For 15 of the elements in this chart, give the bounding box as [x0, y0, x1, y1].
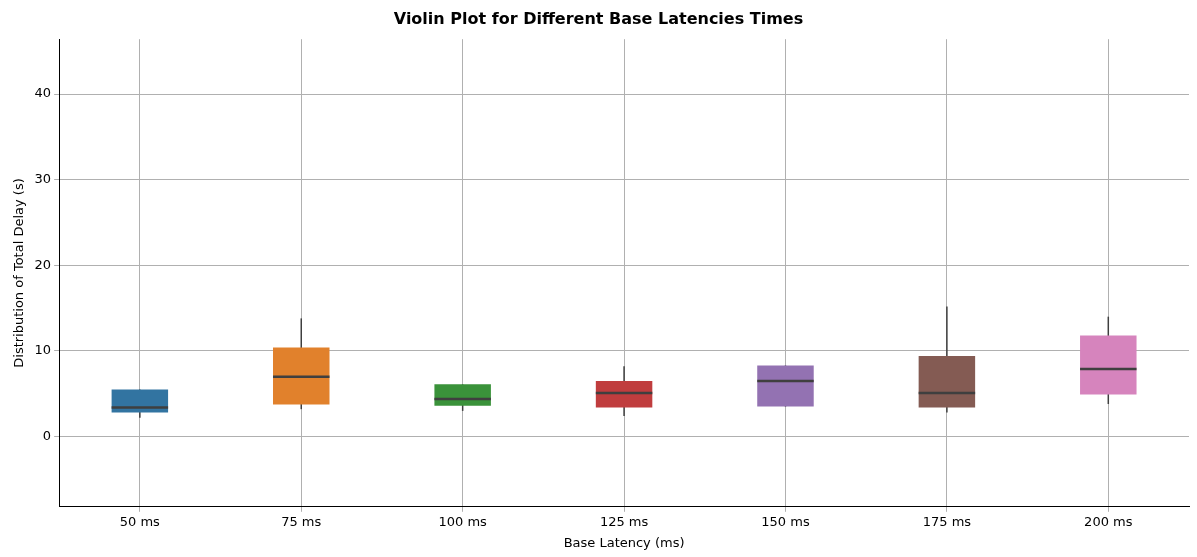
x-tick-label: 75 ms [281, 513, 322, 529]
x-tick-label: 50 ms [119, 513, 161, 529]
x-tick-label: 150 ms [761, 513, 810, 529]
y-tick-label: 20 [34, 256, 52, 272]
x-tick-label: 200 ms [1084, 513, 1133, 529]
y-tick-label: 0 [42, 427, 52, 443]
x-tick-label: 100 ms [438, 513, 488, 529]
y-tick-label: 40 [34, 85, 52, 101]
x-tick-label: 125 ms [599, 513, 649, 529]
y-axis-title: Distribution of Total Delay (s) [11, 178, 27, 368]
chart-title: Violin Plot for Different Base Latencies Times [393, 8, 804, 28]
x-tick-label: 175 ms [922, 513, 972, 529]
y-tick-label: 10 [34, 342, 52, 358]
y-tick-label: 30 [34, 171, 52, 187]
x-axis-title: Base Latency (ms) [563, 534, 685, 550]
